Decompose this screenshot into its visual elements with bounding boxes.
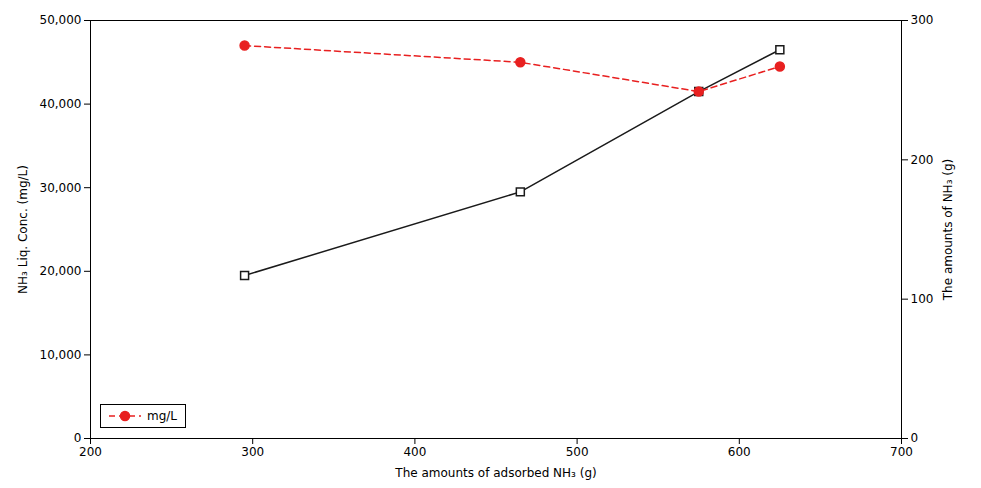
svg-text:200: 200	[79, 445, 102, 459]
svg-text:NH₃ Liq. Conc. (mg/L): NH₃ Liq. Conc. (mg/L)	[16, 165, 30, 294]
svg-text:The amounts of NH₃ (g): The amounts of NH₃ (g)	[941, 159, 955, 302]
svg-text:40,000: 40,000	[40, 97, 82, 111]
svg-text:30,000: 30,000	[40, 181, 82, 195]
svg-text:The amounts of adsorbed NH₃ (g: The amounts of adsorbed NH₃ (g)	[394, 466, 596, 480]
svg-text:200: 200	[911, 153, 934, 167]
svg-text:0: 0	[911, 431, 919, 445]
svg-text:300: 300	[241, 445, 264, 459]
svg-text:0: 0	[74, 431, 82, 445]
svg-text:500: 500	[566, 445, 589, 459]
svg-text:10,000: 10,000	[40, 348, 82, 362]
svg-text:400: 400	[403, 445, 426, 459]
svg-text:300: 300	[911, 13, 934, 27]
svg-text:700: 700	[890, 445, 913, 459]
html-text:mg/L: mg/L	[147, 409, 177, 423]
svg-text:100: 100	[911, 292, 934, 306]
svg-text:50,000: 50,000	[40, 13, 82, 27]
svg-text:20,000: 20,000	[40, 264, 82, 278]
svg-text:600: 600	[728, 445, 751, 459]
